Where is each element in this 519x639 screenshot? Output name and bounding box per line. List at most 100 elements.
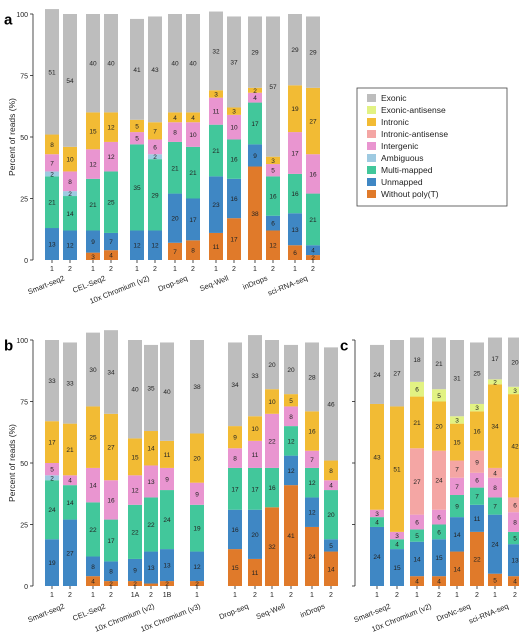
bar-value-label: 42 — [511, 443, 519, 450]
bar-value-label: 17 — [231, 486, 239, 493]
bar-segment — [470, 403, 484, 412]
bar-segment — [470, 504, 484, 532]
bar-value-label: 41 — [287, 533, 295, 540]
bar-segment — [470, 342, 484, 404]
bar-value-label: 6 — [437, 515, 441, 522]
bar-value-label: 22 — [131, 529, 139, 536]
x-tick-label: 2 — [289, 592, 293, 599]
bar-segment — [86, 230, 100, 253]
bar-segment — [86, 178, 100, 231]
bar-value-label: 12 — [287, 468, 295, 475]
x-tick-label: 2 — [149, 592, 153, 599]
bar-segment — [306, 87, 320, 155]
bar-value-label: 15 — [231, 565, 239, 572]
bar-segment — [266, 164, 280, 177]
bar-value-label: 21 — [413, 420, 421, 427]
bar-segment — [410, 381, 424, 397]
bar-segment — [45, 475, 59, 481]
bar-segment — [168, 122, 182, 142]
bar-segment — [160, 581, 174, 586]
legend-swatch — [367, 130, 376, 138]
bar-value-label: 4 — [311, 248, 315, 255]
bar-segment — [284, 455, 298, 486]
bar-value-label: 33 — [48, 378, 56, 385]
bar-value-label: 11 — [164, 452, 171, 459]
bar-segment — [228, 509, 242, 550]
legend-label: Ambiguous — [381, 153, 424, 163]
y-tick-label-a: 100 — [16, 12, 28, 19]
bar-segment — [324, 490, 338, 540]
bar-value-label: 12 — [131, 488, 139, 495]
bar-value-label: 24 — [308, 554, 316, 561]
bar-value-label: 27 — [393, 371, 401, 378]
bar-value-label: 9 — [233, 435, 237, 442]
bar-value-label: 21 — [435, 361, 443, 368]
bar-segment — [168, 242, 182, 260]
bar-segment — [370, 403, 384, 510]
bar-segment — [265, 507, 279, 586]
bar-segment — [450, 477, 464, 495]
bar-value-label: 8 — [233, 456, 237, 463]
bar-value-label: 20 — [511, 360, 519, 367]
bar-segment — [86, 556, 100, 577]
x-tick-label: 2 — [253, 592, 257, 599]
bar-segment — [266, 230, 280, 260]
bar-value-label: 51 — [48, 69, 56, 76]
bar-value-label: 6 — [475, 478, 479, 485]
bar-value-label: 35 — [147, 385, 155, 392]
bar-segment — [305, 342, 319, 412]
x-tick-label: 2 — [311, 266, 315, 273]
bar-value-label: 6 — [293, 250, 297, 257]
bar-segment — [288, 85, 302, 133]
y-tick-label-a: 50 — [20, 135, 28, 142]
bar-value-label: 2 — [109, 581, 113, 588]
bar-value-label: 9 — [165, 476, 169, 483]
bar-value-label: 2 — [195, 581, 199, 588]
bar-value-label: 4 — [329, 483, 333, 490]
bar-segment — [228, 426, 242, 449]
bar-segment — [410, 529, 424, 542]
bar-segment — [470, 531, 484, 586]
bar-value-label: 11 — [252, 570, 259, 577]
legend-swatch — [367, 154, 376, 162]
x-tick-label: 1A — [131, 592, 140, 599]
bar-segment — [148, 154, 162, 160]
bar-segment — [86, 112, 100, 150]
bar-segment — [432, 576, 446, 586]
x-tick-label: 2 — [68, 592, 72, 599]
bar-value-label: 12 — [308, 510, 316, 517]
bar-value-label: 4 — [493, 470, 497, 477]
bar-segment — [63, 475, 77, 486]
bar-value-label: 12 — [287, 438, 295, 445]
bar-value-label: 7 — [455, 484, 459, 491]
bar-value-label: 14 — [66, 500, 74, 507]
bar-value-label: 21 — [48, 200, 56, 207]
x-tick-label: 2 — [395, 592, 399, 599]
bar-segment — [450, 517, 464, 552]
bar-segment — [104, 480, 118, 520]
bar-segment — [168, 14, 182, 113]
bar-segment — [86, 332, 100, 407]
bar-value-label: 12 — [89, 162, 97, 169]
bar-segment — [266, 16, 280, 157]
bar-segment — [186, 122, 200, 147]
bar-segment — [228, 448, 242, 468]
bar-segment — [266, 176, 280, 216]
x-tick-label: 1 — [375, 592, 379, 599]
x-tick-label: 1 — [310, 592, 314, 599]
bar-value-label: 2 — [133, 581, 137, 588]
bar-segment — [306, 16, 320, 88]
bar-segment — [488, 497, 502, 515]
bar-value-label: 27 — [413, 479, 421, 486]
bar-value-label: 14 — [453, 566, 461, 573]
bar-segment — [209, 176, 223, 233]
bar-value-label: 21 — [66, 447, 74, 454]
bar-segment — [248, 440, 262, 468]
bar-segment — [128, 558, 142, 582]
bar-value-label: 20 — [327, 512, 335, 519]
legend-label: Unmapped — [381, 177, 423, 187]
bar-value-label: 2 — [50, 171, 54, 178]
bar-segment — [305, 526, 319, 586]
panel-label-b: b — [4, 337, 13, 354]
bar-value-label: 4 — [513, 579, 517, 586]
